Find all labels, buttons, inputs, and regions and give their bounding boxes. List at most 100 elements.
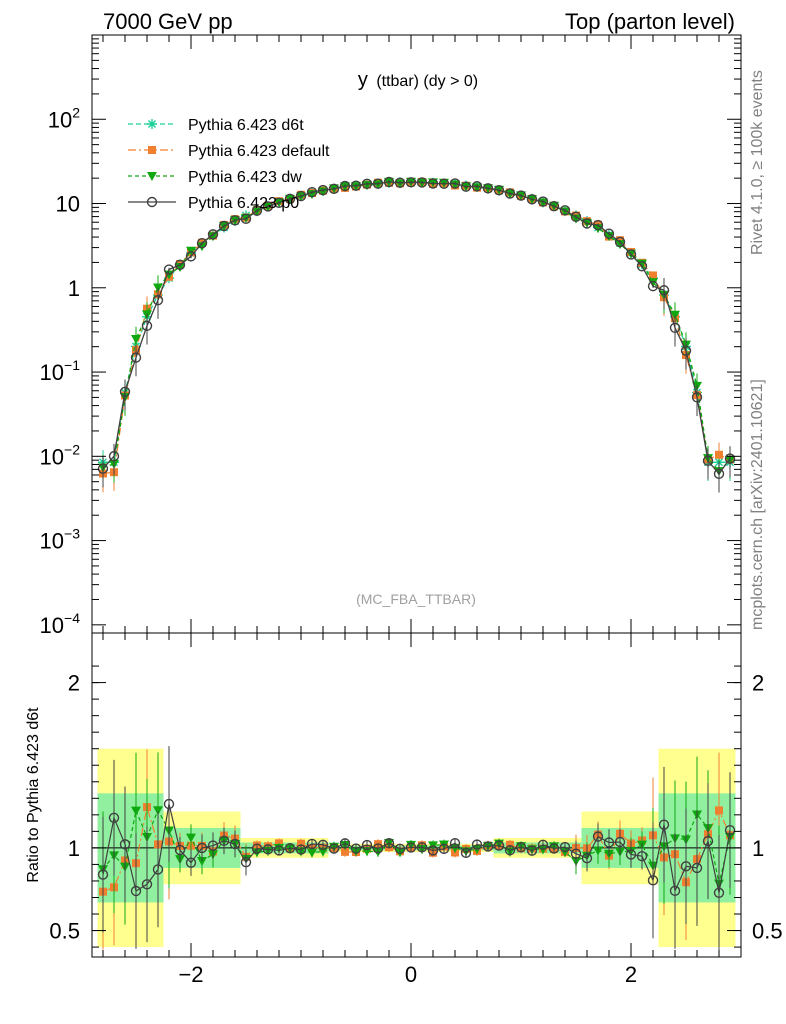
- mcplots-label: mcplots.cern.ch [arXiv:2401.10621]: [749, 379, 766, 630]
- legend-label-p0: Pythia 6.423 p0: [188, 195, 299, 212]
- data-point: [405, 177, 417, 188]
- data-point: [240, 213, 252, 225]
- data-point: [724, 824, 736, 836]
- data-point: [570, 848, 582, 859]
- data-point: [450, 843, 460, 853]
- series-line-default: [102, 181, 731, 475]
- data-point: [504, 845, 516, 856]
- ratio-series-p0: [97, 746, 736, 951]
- data-point: [581, 218, 593, 229]
- ratio-y-tick-label: 0.5: [49, 919, 80, 944]
- data-point: [383, 176, 395, 188]
- data-point: [702, 455, 714, 466]
- data-point: [625, 249, 637, 260]
- series-p0: [97, 176, 736, 493]
- data-point: [306, 838, 318, 850]
- data-point: [438, 178, 450, 189]
- data-point: [361, 178, 373, 189]
- data-point: [658, 285, 670, 296]
- y-tick-exponent: −3: [64, 526, 80, 542]
- y-tick-base: 10: [48, 107, 72, 132]
- data-point: [229, 838, 241, 850]
- data-point: [713, 887, 725, 899]
- y-tick-label: 102: [48, 104, 80, 132]
- data-point: [361, 839, 373, 851]
- ratio-y-tick-label-right: 2: [752, 671, 764, 696]
- data-point: [593, 846, 603, 856]
- legend: Pythia 6.423 d6t Pythia 6.423 default Pyth…: [128, 117, 330, 212]
- data-point: [570, 211, 582, 223]
- y-tick-base: 10: [56, 192, 80, 217]
- data-point: [614, 836, 626, 848]
- data-point: [482, 183, 494, 194]
- data-point: [548, 843, 560, 854]
- ratio-y-tick-label-right: 1: [752, 836, 764, 861]
- data-point: [196, 842, 208, 854]
- data-point: [328, 843, 340, 854]
- data-point: [306, 186, 318, 198]
- data-point: [394, 177, 406, 188]
- data-point: [130, 352, 142, 363]
- data-point: [317, 839, 329, 850]
- y-tick-exponent: −4: [64, 610, 80, 626]
- data-point: [702, 835, 714, 847]
- y-tick-base: 10: [40, 360, 64, 385]
- data-point: [394, 843, 406, 855]
- y-tick-base: 10: [40, 529, 64, 554]
- main-plot-title-main: y: [358, 69, 368, 91]
- data-point: [680, 861, 692, 872]
- data-point: [603, 228, 615, 239]
- data-point: [295, 844, 307, 855]
- data-point: [185, 251, 197, 262]
- ratio-y-tick-label-right: 0.5: [752, 919, 783, 944]
- data-point: [506, 840, 514, 849]
- legend-marker-p0: [146, 196, 158, 208]
- data-point: [715, 450, 723, 459]
- ratio-y-tick-label: 1: [68, 836, 80, 861]
- data-point: [350, 180, 362, 191]
- data-point: [592, 219, 604, 231]
- data-point: [383, 838, 395, 849]
- data-point: [526, 194, 538, 205]
- data-point: [273, 845, 285, 856]
- data-point: [207, 229, 219, 240]
- data-point: [471, 839, 483, 850]
- data-point: [427, 845, 439, 856]
- data-point: [218, 220, 230, 232]
- data-point: [372, 178, 384, 189]
- data-point: [284, 843, 296, 854]
- data-point: [647, 875, 659, 886]
- data-point: [615, 240, 625, 250]
- series-dw: [98, 177, 735, 490]
- y-tick-label: 10−1: [40, 357, 81, 385]
- data-point: [449, 837, 461, 849]
- y-tick-label: 10−4: [40, 610, 81, 638]
- data-point: [328, 183, 340, 195]
- y-tick-exponent: 2: [72, 104, 80, 120]
- data-point: [208, 232, 218, 242]
- legend-label-d6t: Pythia 6.423 d6t: [188, 117, 304, 134]
- data-point: [262, 844, 274, 855]
- data-point: [691, 862, 703, 874]
- data-point: [537, 196, 549, 207]
- data-point: [339, 180, 351, 192]
- data-point: [251, 843, 263, 854]
- data-point: [405, 842, 417, 853]
- data-point: [197, 242, 207, 252]
- y-tick-label: 10: [56, 192, 80, 217]
- rivet-version-label: Rivet 4.1.0, ≥ 100k events: [749, 70, 766, 255]
- data-point: [262, 201, 274, 212]
- data-point: [636, 851, 648, 862]
- legend-marker-dw: [147, 172, 157, 181]
- data-point: [141, 320, 153, 332]
- data-point: [131, 335, 141, 345]
- x-tick-label: 0: [405, 962, 417, 987]
- ratio-plot-frame: [91, 632, 742, 958]
- data-point: [218, 835, 230, 847]
- series-d6t: [98, 177, 735, 481]
- data-point: [636, 261, 648, 272]
- data-point: [251, 205, 263, 216]
- y-tick-label: 1: [68, 276, 80, 301]
